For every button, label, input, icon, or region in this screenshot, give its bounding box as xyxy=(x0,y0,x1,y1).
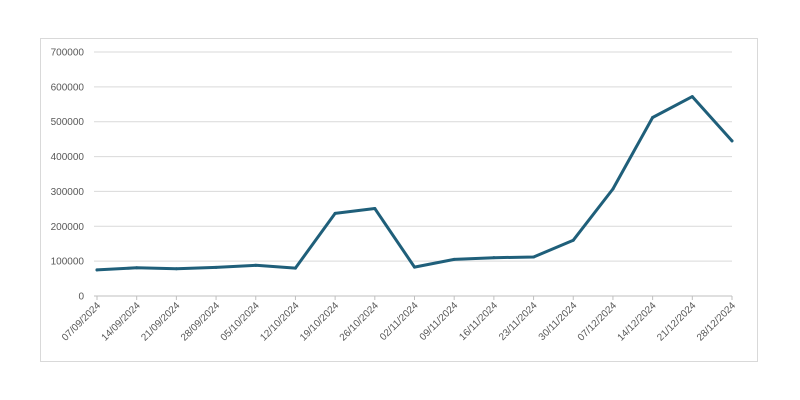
data-point-0-5 xyxy=(293,266,297,270)
x-tick-label-0: 07/09/2024 xyxy=(60,300,103,343)
data-point-0-0 xyxy=(95,268,99,272)
x-tick-label-11: 23/11/2024 xyxy=(497,300,540,343)
y-tick-label-6: 600000 xyxy=(51,82,85,93)
data-point-0-3 xyxy=(214,265,218,269)
data-point-0-1 xyxy=(135,266,139,270)
data-point-0-2 xyxy=(174,267,178,271)
x-tick-label-3: 28/09/2024 xyxy=(179,300,222,343)
x-tick-label-2: 21/09/2024 xyxy=(139,300,182,343)
x-tick-label-13: 07/12/2024 xyxy=(576,300,619,343)
chart-frame xyxy=(40,38,758,362)
grid-layer xyxy=(94,51,732,297)
x-tick-label-15: 21/12/2024 xyxy=(655,300,698,343)
x-tick-label-16: 28/12/2024 xyxy=(695,300,738,343)
data-point-0-14 xyxy=(651,116,655,120)
data-point-0-6 xyxy=(333,211,337,215)
x-tick-label-10: 16/11/2024 xyxy=(457,300,500,343)
data-point-0-16 xyxy=(730,139,734,143)
data-point-0-15 xyxy=(690,95,694,99)
data-point-0-11 xyxy=(532,255,536,259)
series-line-0 xyxy=(95,95,734,272)
x-tick-label-7: 26/10/2024 xyxy=(338,300,381,343)
data-point-0-7 xyxy=(373,207,377,211)
data-point-0-9 xyxy=(452,257,456,261)
x-tick-label-1: 14/09/2024 xyxy=(100,300,143,343)
y-tick-label-2: 200000 xyxy=(51,222,85,233)
series-layer xyxy=(95,95,734,272)
data-point-0-8 xyxy=(413,265,416,269)
data-point-0-13 xyxy=(611,187,615,191)
x-tick-label-12: 30/11/2024 xyxy=(537,300,580,343)
data-point-0-10 xyxy=(492,256,496,260)
x-axis-tick-labels: 07/09/202414/09/202421/09/202428/09/2024… xyxy=(60,296,738,344)
x-tick-label-5: 12/10/2024 xyxy=(258,300,301,343)
y-tick-label-0: 0 xyxy=(78,292,84,303)
y-tick-label-7: 700000 xyxy=(51,48,85,59)
y-tick-label-1: 100000 xyxy=(51,257,85,268)
x-tick-label-4: 05/10/2024 xyxy=(219,300,262,343)
x-tick-label-14: 14/12/2024 xyxy=(616,300,659,343)
y-axis-tick-labels: 0 100000 200000 300000 400000 500000 600000 700… xyxy=(51,48,85,303)
data-point-0-4 xyxy=(254,263,258,267)
x-tick-label-9: 09/11/2024 xyxy=(418,300,461,343)
y-tick-label-3: 300000 xyxy=(51,187,85,198)
y-tick-label-5: 500000 xyxy=(51,117,85,128)
x-tick-label-6: 19/10/2024 xyxy=(298,300,341,343)
data-point-0-12 xyxy=(571,238,575,242)
x-tick-label-8: 02/11/2024 xyxy=(378,300,421,343)
y-tick-label-4: 400000 xyxy=(51,152,85,163)
